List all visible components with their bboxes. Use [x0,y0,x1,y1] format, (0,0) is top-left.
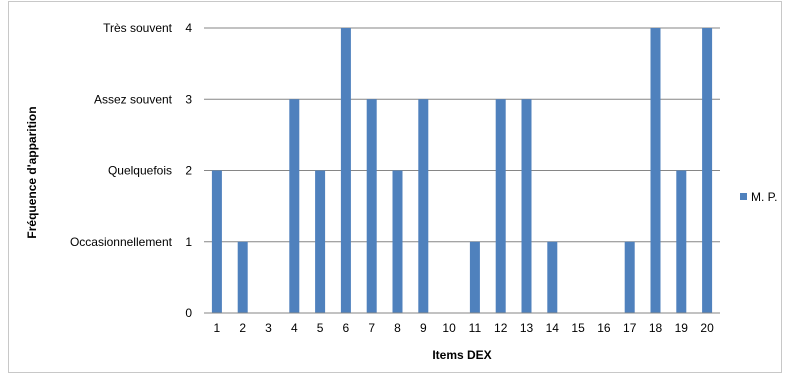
bar-item-7 [366,99,377,313]
bar-item-11 [469,241,480,313]
y-tick-label: Occasionnellement [70,235,173,249]
legend-label: M. P. [751,190,777,204]
x-tick-label: 4 [291,321,298,335]
x-tick-label: 12 [494,321,508,335]
y-tick-numbers: 0 1 2 3 4 [185,21,192,320]
y-tick-number: 4 [185,21,192,35]
bar-item-17 [624,241,635,313]
y-tick-labels: Occasionnellement Quelquefois Assez souven… [70,21,173,249]
x-tick-label: 6 [343,321,350,335]
bar-item-12 [495,99,506,313]
bar-item-14 [547,241,558,313]
x-tick-label: 20 [700,321,714,335]
y-tick-label: Quelquefois [108,164,172,178]
bar-item-4 [289,99,300,313]
gridlines [204,27,720,243]
y-axis-title: Fréquence d'apparition [25,106,39,238]
x-tick-label: 3 [265,321,272,335]
x-tick-label: 15 [571,321,585,335]
bar-item-6 [340,28,351,313]
bar-item-5 [315,170,326,313]
x-tick-label: 5 [317,321,324,335]
bar-item-18 [650,28,661,313]
x-tick-label: 2 [239,321,246,335]
y-tick-number: 1 [185,235,192,249]
bar-item-2 [237,241,248,313]
bar-item-20 [702,28,713,313]
x-tick-labels: 1 2 3 4 5 6 7 8 9 10 11 12 13 14 15 16 17 18 19 20 [214,321,715,335]
bar-item-1 [211,170,222,313]
y-tick-label: Assez souvent [94,92,173,106]
y-tick-number: 3 [185,92,192,106]
legend-swatch [740,193,747,200]
x-tick-label: 13 [520,321,534,335]
bar-item-9 [418,99,429,313]
x-tick-label: 7 [368,321,375,335]
x-tick-label: 16 [597,321,611,335]
x-tick-label: 10 [442,321,456,335]
legend: M. P. [740,190,777,204]
y-tick-label: Très souvent [103,21,173,35]
y-tick-number: 2 [185,164,192,178]
x-tick-label: 18 [649,321,663,335]
y-tick-number: 0 [185,306,192,320]
x-tick-label: 19 [675,321,689,335]
x-tick-label: 1 [214,321,221,335]
x-axis-title: Items DEX [432,348,491,362]
x-tick-label: 9 [420,321,427,335]
x-tick-label: 11 [469,321,482,335]
bars [211,28,713,313]
x-tick-label: 17 [623,321,637,335]
bar-item-8 [392,170,403,313]
x-tick-label: 14 [546,321,560,335]
x-tick-label: 8 [394,321,401,335]
bar-item-19 [676,170,687,313]
bar-item-13 [521,99,532,313]
